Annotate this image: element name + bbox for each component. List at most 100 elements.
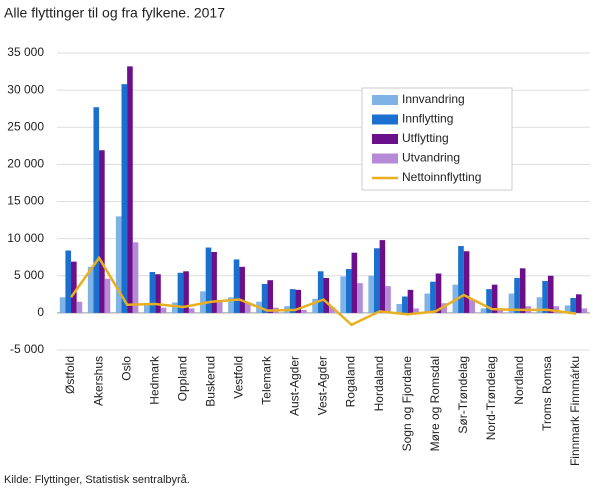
bar [463,251,470,313]
bar [104,278,111,313]
bar [149,272,156,313]
x-tick-label: Telemark [260,355,274,405]
line [70,255,577,327]
legend-swatch [372,153,398,164]
bar [155,274,161,313]
bar [261,283,268,313]
bar [301,309,307,313]
y-tick-label: 20 000 [7,157,44,171]
legend-swatch [372,114,398,125]
x-tick-label: Finnmark Finnmárku [568,356,582,466]
x-tick-label: Rogaland [344,356,358,407]
bar [233,259,240,313]
x-tick-label: Møre og Romsdal [428,356,442,451]
bar [575,294,582,313]
bar [480,308,487,313]
legend-swatch [372,95,398,105]
bar [519,268,526,313]
bar [351,252,358,313]
bar [368,275,374,313]
y-tick-label: 30 000 [7,82,44,96]
legend-label: Nettoinnflytting [402,170,481,184]
bar [71,261,77,313]
legend-label: Innflytting [402,112,453,126]
bar [491,284,498,313]
bar [340,276,346,313]
x-tick-label: Sør-Trøndelag [456,356,470,434]
bar [441,303,447,313]
bar [132,242,139,313]
x-tick-label: Sogn og Fjordane [400,356,414,452]
bar [402,296,408,313]
bar [396,303,403,313]
bar [508,293,515,313]
legend-swatch [372,134,398,144]
bar [357,283,363,313]
bar [177,272,184,313]
bar [564,305,571,313]
bar [486,289,492,313]
y-tick-label: 5 000 [14,268,44,282]
legend-label: Innvandring [402,92,465,106]
legend-label: Utflytting [402,131,449,145]
bar [345,269,352,313]
bar [87,266,94,313]
bar [413,308,419,313]
bar [373,248,380,313]
bar [160,307,167,313]
bar [99,150,105,313]
x-tick-label: Oslo [119,356,133,381]
y-tick-label: 15 000 [7,194,44,208]
bar [115,216,122,313]
chart-title: Alle flyttinger til og fra fylkene. 2017 [4,5,225,21]
y-tick-label: -5 000 [10,342,44,356]
bar [172,302,178,313]
x-tick-label: Hordaland [372,356,386,411]
x-tick-label: Aust-Agder [288,356,302,416]
y-tick-label: 0 [37,305,44,319]
bar [211,251,217,313]
x-tick-label: Troms Romsa [540,356,554,431]
bar [430,281,436,313]
bar [329,306,335,313]
x-tick-label: Vestfold [232,356,246,399]
bar [458,246,464,313]
bar [216,300,223,313]
bar [323,277,330,313]
bar [267,280,274,313]
x-tick-label: Oppland [175,356,189,401]
bar [59,297,66,313]
bar [312,298,318,313]
bar [497,309,504,313]
bar [244,302,251,313]
bar [76,301,83,313]
bar [385,286,391,313]
bar [581,308,588,313]
x-tick-label: Akershus [91,356,105,406]
bar [547,275,554,313]
bar [65,250,72,313]
bar [239,266,245,313]
bar [143,305,150,313]
x-tick-label: Nord-Trøndelag [484,356,498,440]
x-tick-label: Nordland [512,356,526,405]
y-tick-label: 10 000 [7,231,44,245]
bar [183,271,189,313]
bar [514,277,520,313]
legend-label: Utvandring [402,151,460,165]
bar [205,247,212,313]
bar [570,298,576,313]
bar [407,289,414,313]
x-tick-label: Vest-Agder [316,356,330,415]
y-tick-label: 25 000 [7,119,44,133]
bar [317,271,324,313]
bar [127,66,133,313]
bar [553,306,560,313]
bar [289,289,296,313]
bar [424,293,431,313]
y-tick-label: 35 000 [7,45,44,59]
bar [536,297,543,313]
bar [228,297,234,313]
